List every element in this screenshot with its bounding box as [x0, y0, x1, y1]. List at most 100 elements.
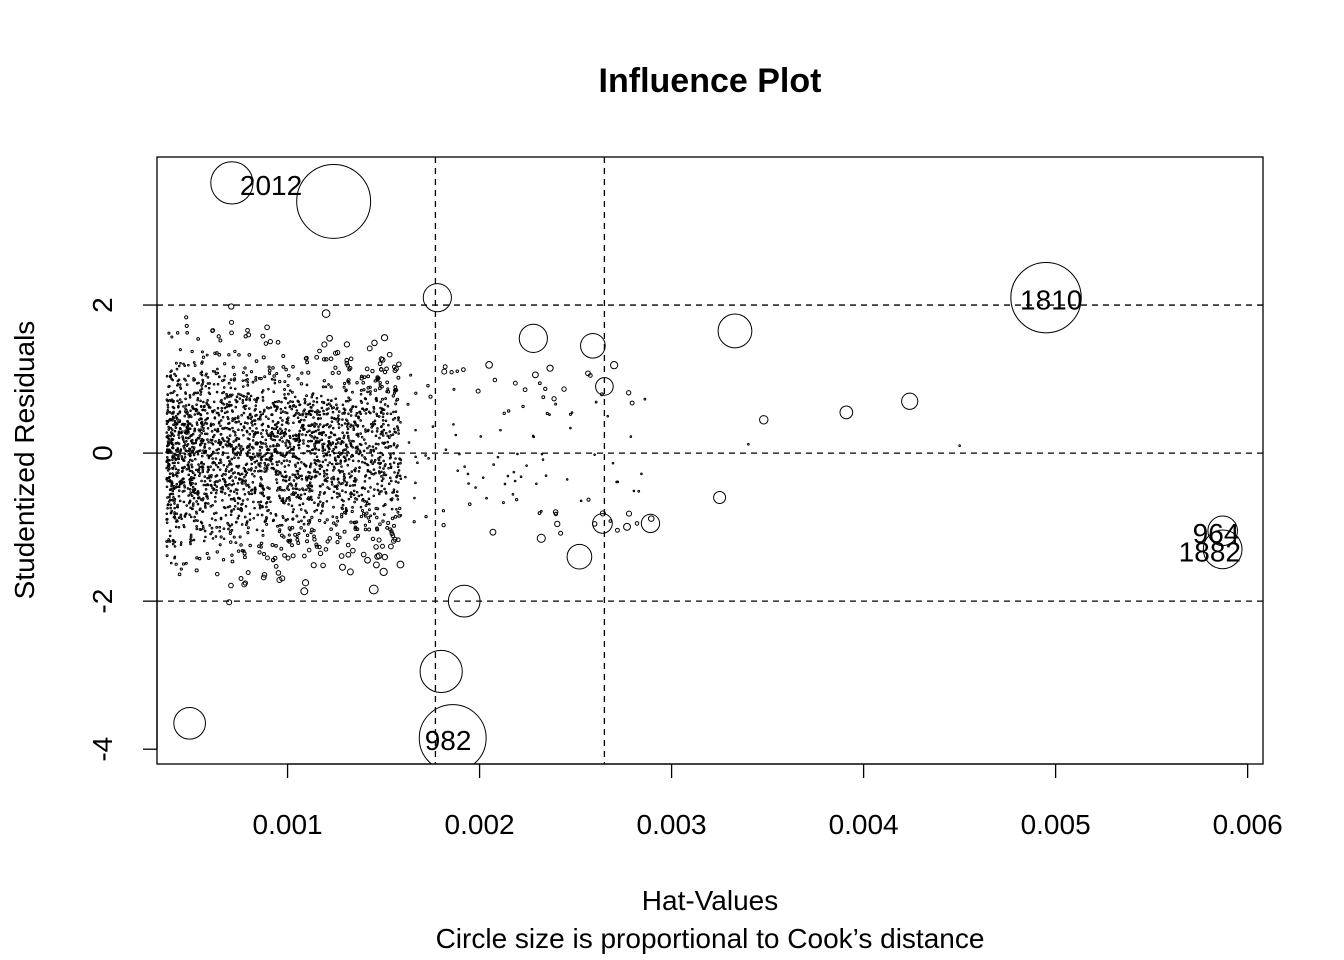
influence-point: [261, 491, 264, 494]
influence-point: [303, 397, 307, 401]
influence-point: [290, 525, 295, 530]
influence-point: [192, 453, 196, 457]
influence-point: [221, 445, 225, 449]
influence-point: [176, 399, 179, 403]
influence-point: [242, 425, 246, 428]
influence-point: [309, 464, 312, 468]
influence-point: [447, 584, 481, 618]
influence-point: [233, 456, 236, 460]
influence-point: [246, 526, 250, 530]
influence-point: [168, 493, 172, 496]
influence-point: [506, 409, 511, 413]
influence-point: [382, 428, 386, 432]
influence-point: [261, 399, 265, 402]
influence-point: [188, 469, 192, 473]
influence-point: [397, 481, 400, 484]
influence-point: [374, 396, 378, 400]
influence-point: [247, 483, 250, 487]
influence-point: [321, 446, 325, 450]
influence-point: [234, 405, 238, 409]
influence-point: [288, 482, 291, 486]
influence-point: [168, 472, 172, 475]
influence-point: [306, 444, 309, 448]
influence-point: [171, 472, 174, 475]
influence-point: [237, 437, 241, 441]
influence-point: [240, 507, 244, 511]
influence-point: [313, 442, 316, 446]
influence-point: [308, 433, 312, 437]
influence-point: [330, 462, 334, 466]
influence-point: [288, 528, 292, 532]
influence-point: [245, 327, 250, 333]
influence-point: [349, 398, 352, 401]
influence-point: [317, 496, 320, 499]
influence-point: [288, 445, 292, 448]
influence-point: [310, 435, 314, 438]
influence-point: [314, 542, 319, 547]
influence-point: [335, 403, 338, 407]
influence-point: [235, 420, 238, 424]
influence-point: [276, 576, 283, 584]
influence-point: [171, 538, 175, 542]
influence-point: [317, 502, 320, 506]
influence-point: [554, 402, 558, 406]
influence-point: [295, 495, 298, 499]
influence-point: [261, 435, 264, 439]
influence-point: [414, 481, 417, 485]
influence-point: [203, 504, 207, 508]
influence-point: [204, 418, 207, 422]
influence-point: [195, 525, 198, 528]
influence-point: [258, 453, 262, 456]
influence-point: [337, 535, 342, 540]
influence-point: [280, 436, 283, 440]
influence-point: [206, 483, 209, 486]
influence-point: [370, 536, 376, 542]
influence-point: [275, 444, 278, 448]
influence-point: [373, 544, 379, 550]
influence-point: [184, 404, 188, 407]
influence-point: [378, 436, 381, 440]
influence-point: [191, 459, 194, 462]
influence-point: [216, 371, 220, 375]
influence-point: [385, 380, 390, 385]
influence-point: [288, 429, 291, 432]
influence-point: [388, 462, 392, 466]
influence-point: [169, 506, 172, 510]
influence-point: [216, 406, 220, 410]
influence-point: [270, 542, 275, 547]
influence-point: [242, 555, 247, 560]
influence-point: [367, 527, 372, 532]
influence-point: [168, 410, 172, 414]
influence-point: [241, 398, 245, 402]
influence-point: [202, 451, 206, 455]
influence-point: [503, 482, 507, 486]
influence-point: [349, 443, 353, 447]
influence-point: [256, 513, 260, 517]
influence-point: [280, 523, 284, 527]
influence-point: [314, 429, 318, 433]
influence-point: [288, 460, 292, 463]
influence-point: [901, 392, 919, 410]
influence-point: [271, 462, 274, 466]
influence-point: [235, 395, 239, 399]
influence-point: [492, 463, 495, 466]
influence-point: [305, 360, 310, 365]
influence-point: [276, 463, 279, 467]
influence-point: [839, 405, 854, 420]
influence-point: [172, 399, 175, 403]
influence-point: [305, 383, 309, 387]
influence-point: [441, 522, 446, 528]
influence-point: [221, 436, 224, 440]
influence-point: [176, 421, 179, 424]
influence-point: [168, 488, 172, 491]
influence-point: [236, 472, 240, 475]
influence-point: [245, 452, 249, 456]
influence-point: [353, 497, 357, 500]
influence-point: [353, 500, 357, 504]
influence-point: [318, 464, 321, 468]
influence-point: [364, 366, 370, 372]
influence-point: [263, 375, 267, 379]
influence-point: [326, 334, 333, 342]
influence-point: [341, 470, 345, 473]
